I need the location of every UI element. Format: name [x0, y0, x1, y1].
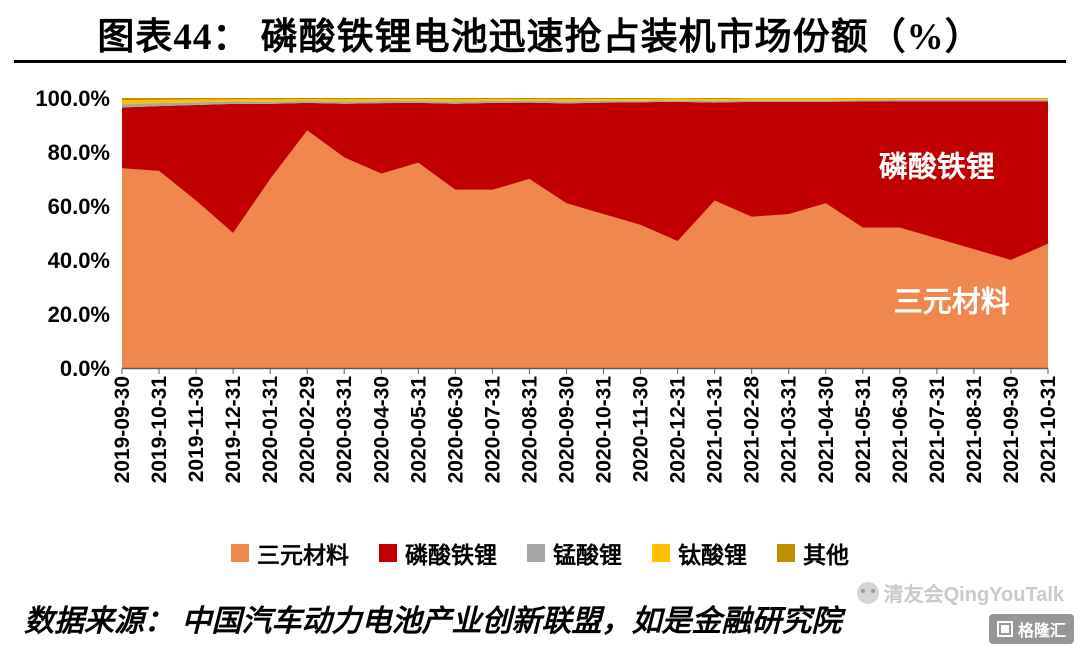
x-tick-label: 2020-06-30 [444, 376, 467, 483]
x-tick-label: 2020-11-30 [630, 376, 653, 482]
x-tick-label: 2019-09-30 [111, 376, 134, 483]
legend-swatch-icon [379, 544, 397, 562]
qingyou-mascot-icon [856, 581, 879, 604]
stacked-area-chart: 100.0% 80.0% 60.0% 40.0% 20.0% 0.0%2019-09-30… [35, 86, 1060, 484]
gelonghui-logo-text: 格隆汇 [1017, 623, 1066, 640]
series-annotation: 三元材料 [894, 285, 1010, 318]
legend-swatch-icon [231, 544, 249, 562]
y-tick-label: 20.0% [48, 302, 110, 327]
area-series-2 [122, 99, 1048, 108]
x-tick-label: 2021-06-30 [889, 376, 912, 483]
legend-label: 三元材料 [257, 542, 349, 568]
x-tick-label: 2021-04-30 [815, 376, 838, 483]
x-tick-label: 2020-09-30 [556, 376, 579, 483]
legend-item-4: 其他 [777, 536, 849, 570]
x-tick-label: 2021-07-31 [926, 376, 949, 484]
y-tick-label: 40.0% [48, 248, 110, 273]
x-tick-label: 2020-08-31 [518, 376, 541, 484]
x-tick-label: 2020-05-31 [407, 376, 430, 484]
x-tick-label: 2021-08-31 [963, 376, 986, 484]
x-tick-label: 2020-02-29 [296, 376, 319, 483]
x-tick-label: 2020-01-31 [259, 376, 282, 484]
x-tick-label: 2021-03-31 [778, 376, 801, 484]
legend-label: 锰酸锂 [553, 542, 622, 568]
x-tick-label: 2020-07-31 [481, 376, 504, 484]
x-tick-label: 2020-03-31 [333, 376, 356, 484]
legend-label: 磷酸铁锂 [405, 542, 497, 568]
x-tick-label: 2019-10-31 [148, 376, 171, 484]
y-tick-label: 80.0% [48, 140, 110, 165]
x-tick-label: 2020-12-31 [667, 376, 690, 484]
chart-legend: 三元材料 磷酸铁锂 锰酸锂 钛酸锂 其他 [0, 536, 1080, 570]
area-series-1 [122, 101, 1048, 260]
x-tick-label: 2021-01-31 [704, 376, 727, 484]
y-tick-label: 0.0% [60, 356, 110, 381]
legend-swatch-icon [527, 544, 545, 562]
area-series-4 [122, 98, 1048, 101]
legend-item-1: 磷酸铁锂 [379, 536, 497, 570]
legend-label: 其他 [803, 542, 849, 568]
x-tick-label: 2021-10-31 [1037, 376, 1060, 484]
title-divider [14, 60, 1066, 63]
x-tick-label: 2020-10-31 [593, 376, 616, 484]
legend-item-2: 锰酸锂 [527, 536, 622, 570]
x-tick-label: 2021-02-28 [741, 376, 764, 484]
legend-item-3: 钛酸锂 [652, 536, 747, 570]
gelonghui-logo-icon [996, 621, 1013, 637]
series-annotation: 磷酸铁锂 [879, 150, 995, 183]
y-tick-label: 60.0% [48, 194, 110, 219]
x-tick-label: 2021-05-31 [852, 376, 875, 484]
legend-swatch-icon [652, 544, 670, 562]
legend-swatch-icon [777, 544, 795, 562]
qingyoutalk-watermark-text: 清友会QingYouTalk [883, 584, 1064, 606]
chart-title: 图表44： 磷酸铁锂电池迅速抢占装机市场份额（%） [97, 17, 983, 58]
legend-item-0: 三元材料 [231, 536, 349, 570]
y-tick-label: 100.0% [35, 86, 110, 111]
area-series-3 [122, 98, 1048, 105]
qingyoutalk-watermark: 清友会QingYouTalk [856, 578, 1064, 607]
data-source-note: 数据来源： 中国汽车动力电池产业创新联盟，如是金融研究院 [24, 605, 842, 638]
x-tick-label: 2019-12-31 [222, 376, 245, 484]
x-tick-label: 2019-11-30 [185, 376, 208, 482]
area-series-0 [122, 130, 1048, 368]
x-tick-label: 2021-09-30 [1000, 376, 1023, 483]
gelonghui-logo: 格隆汇 [988, 614, 1074, 644]
x-tick-label: 2020-04-30 [370, 376, 393, 483]
legend-label: 钛酸锂 [678, 542, 747, 568]
